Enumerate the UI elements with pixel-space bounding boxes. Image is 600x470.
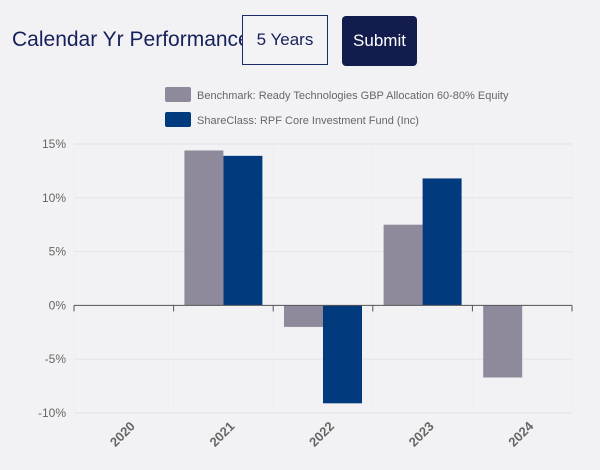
legend-swatch-shareclass[interactable] [165,112,191,127]
bar-shareclass-2021[interactable] [223,155,263,306]
y-tick-label: -5% [45,352,67,366]
chart-grid [73,143,573,414]
chart-bars [184,150,523,404]
chart-legend: Benchmark: Ready Technologies GBP Alloca… [165,87,509,127]
bar-benchmark-2021[interactable] [184,150,224,306]
x-tick-label: 2023 [406,419,437,450]
bar-benchmark-2022[interactable] [284,305,323,327]
x-tick-label: 2022 [306,419,337,450]
bar-shareclass-2022[interactable] [323,305,362,404]
x-tick-label: 2024 [505,418,537,450]
submit-button[interactable]: Submit [342,16,417,66]
bar-shareclass-2023[interactable] [422,178,462,306]
y-tick-label: 15% [42,137,66,151]
y-tick-label: 10% [42,191,66,205]
legend-swatch-benchmark[interactable] [165,87,191,102]
legend-label-shareclass[interactable]: ShareClass: RPF Core Investment Fund (In… [197,115,419,127]
page-title: Calendar Yr Performance [12,28,250,51]
y-tick-label: 5% [49,245,67,259]
x-tick-label: 2020 [107,419,138,450]
y-tick-label: -10% [38,406,66,420]
x-tick-label: 2021 [206,419,237,450]
bar-benchmark-2024[interactable] [483,305,523,378]
bar-benchmark-2023[interactable] [383,224,423,306]
y-tick-label: 0% [49,298,67,312]
period-select[interactable]: 5 Years [242,15,328,65]
chart-axes: 15% 10% 5% 0% -5% -10% 2020 2021 2022 2023 2024 [38,137,573,450]
legend-label-benchmark[interactable]: Benchmark: Ready Technologies GBP Alloca… [197,90,509,102]
